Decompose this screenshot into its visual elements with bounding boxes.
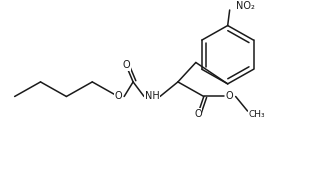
Text: O: O — [114, 92, 122, 102]
Text: NH: NH — [145, 92, 159, 102]
Text: NO₂: NO₂ — [236, 1, 255, 11]
Text: CH₃: CH₃ — [248, 110, 265, 120]
Text: O: O — [226, 92, 233, 102]
Text: O: O — [122, 60, 130, 70]
Text: O: O — [194, 109, 202, 119]
